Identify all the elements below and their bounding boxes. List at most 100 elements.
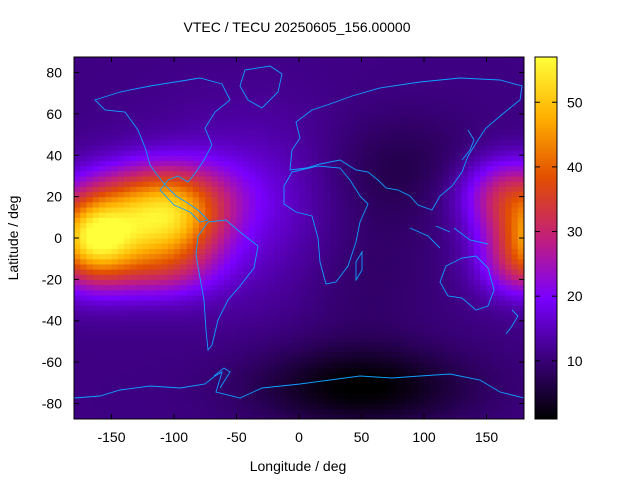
heatmap-cell xyxy=(511,139,519,146)
heatmap-cell xyxy=(142,372,150,379)
heatmap-cell xyxy=(74,289,81,296)
heatmap-cell xyxy=(224,77,231,84)
heatmap-cell xyxy=(436,248,444,255)
heatmap-cell xyxy=(99,119,106,125)
heatmap-cell xyxy=(474,227,481,234)
heatmap-cell xyxy=(149,134,156,141)
heatmap-cell xyxy=(342,279,350,286)
heatmap-cell xyxy=(511,258,519,265)
heatmap-cell xyxy=(299,212,306,218)
heatmap-cell xyxy=(292,124,300,130)
heatmap-cell xyxy=(230,263,238,270)
heatmap-cell xyxy=(336,258,344,265)
heatmap-cell xyxy=(111,294,119,301)
heatmap-cell xyxy=(186,196,194,203)
heatmap-cell xyxy=(130,170,138,177)
heatmap-cell xyxy=(274,408,281,415)
heatmap-cell xyxy=(305,346,313,353)
heatmap-cell xyxy=(124,129,131,136)
heatmap-cell xyxy=(449,300,456,306)
heatmap-cell xyxy=(105,227,113,234)
heatmap-cell xyxy=(405,72,413,79)
heatmap-cell xyxy=(292,206,300,213)
heatmap-cell xyxy=(305,201,313,208)
heatmap-cell xyxy=(242,274,250,280)
heatmap-cell xyxy=(117,279,125,286)
heatmap-cell xyxy=(505,346,513,353)
heatmap-cell xyxy=(180,377,188,384)
heatmap-cell xyxy=(99,269,106,275)
heatmap-cell xyxy=(167,201,175,208)
heatmap-cell xyxy=(430,232,438,239)
heatmap-cell xyxy=(92,201,100,208)
heatmap-cell xyxy=(130,258,138,265)
heatmap-cell xyxy=(211,57,219,63)
heatmap-cell xyxy=(286,294,294,301)
heatmap-cell xyxy=(424,248,431,255)
heatmap-cell xyxy=(467,98,475,105)
heatmap-cell xyxy=(411,98,419,105)
heatmap-cell xyxy=(255,372,263,379)
heatmap-cell xyxy=(274,206,281,213)
heatmap-cell xyxy=(261,119,269,125)
heatmap-cell xyxy=(361,346,369,353)
heatmap-cell xyxy=(492,181,500,187)
heatmap-cell xyxy=(505,155,513,162)
heatmap-cell xyxy=(211,341,219,348)
heatmap-cell xyxy=(224,351,231,358)
heatmap-cell xyxy=(355,372,363,379)
heatmap-cell xyxy=(99,346,106,353)
heatmap-cell xyxy=(424,72,431,79)
heatmap-cell xyxy=(499,393,506,399)
heatmap-cell xyxy=(105,217,113,224)
heatmap-cell xyxy=(186,212,194,218)
heatmap-cell xyxy=(180,119,188,125)
heatmap-cell xyxy=(342,113,350,120)
heatmap-cell xyxy=(286,67,294,74)
heatmap-cell xyxy=(430,331,438,337)
heatmap-cell xyxy=(230,284,238,291)
heatmap-cell xyxy=(405,315,413,322)
heatmap-cell xyxy=(199,196,206,203)
heatmap-cell xyxy=(399,129,406,136)
heatmap-cell xyxy=(86,186,94,193)
heatmap-cell xyxy=(99,206,106,213)
heatmap-cell xyxy=(430,134,438,141)
heatmap-cell xyxy=(336,413,344,419)
heatmap-cell xyxy=(292,300,300,306)
heatmap-cell xyxy=(299,377,306,384)
heatmap-cell xyxy=(274,144,281,151)
heatmap-cell xyxy=(461,119,469,125)
heatmap-cell xyxy=(99,232,106,239)
heatmap-cell xyxy=(111,315,119,322)
heatmap-cell xyxy=(411,279,419,286)
heatmap-cell xyxy=(430,279,438,286)
heatmap-cell xyxy=(330,62,338,68)
heatmap-cell xyxy=(174,284,181,291)
heatmap-cell xyxy=(136,155,144,162)
heatmap-cell xyxy=(392,129,400,136)
heatmap-cell xyxy=(424,294,431,301)
heatmap-cell xyxy=(186,93,194,99)
heatmap-cell xyxy=(105,408,113,415)
heatmap-cell xyxy=(374,170,381,177)
heatmap-cell xyxy=(480,196,488,203)
heatmap-cell xyxy=(261,217,269,224)
heatmap-cell xyxy=(136,57,144,63)
heatmap-cell xyxy=(505,248,513,255)
heatmap-cell xyxy=(349,331,356,337)
heatmap-cell xyxy=(286,336,294,343)
heatmap-cell xyxy=(330,356,338,363)
heatmap-cell xyxy=(324,191,331,198)
heatmap-cell xyxy=(405,336,413,343)
heatmap-cell xyxy=(149,253,156,260)
heatmap-cell xyxy=(249,201,256,208)
heatmap-cell xyxy=(392,124,400,130)
heatmap-cell xyxy=(480,222,488,229)
heatmap-cell xyxy=(217,103,225,110)
heatmap-cell xyxy=(161,393,169,399)
heatmap-cell xyxy=(405,82,413,89)
heatmap-cell xyxy=(417,341,425,348)
heatmap-cell xyxy=(499,196,506,203)
heatmap-cell xyxy=(380,181,388,187)
